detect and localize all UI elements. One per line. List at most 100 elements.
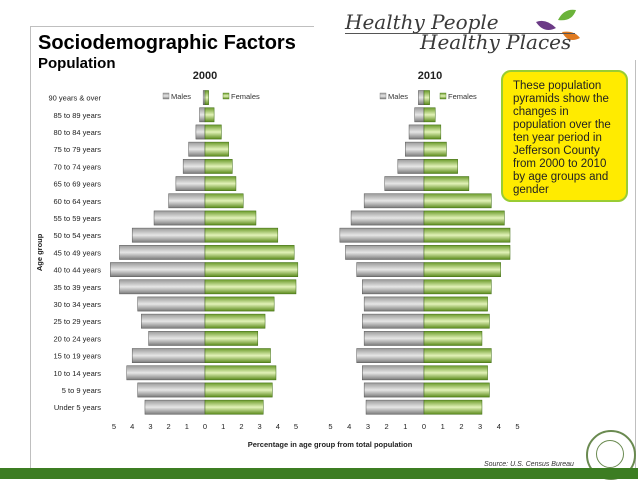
category-label: 30 to 34 years (53, 300, 101, 309)
bar-male (175, 176, 206, 191)
bar-female (204, 399, 264, 415)
bar-male (356, 262, 425, 277)
panel-title: 2000 (193, 70, 217, 82)
x-tick-label: 3 (258, 422, 262, 431)
bar-female (204, 90, 209, 105)
legend-label-males: Males (171, 92, 191, 101)
bar-male (137, 382, 206, 398)
category-label: 65 to 69 years (53, 180, 101, 189)
bar-female (204, 365, 277, 381)
bar-female (423, 124, 442, 140)
category-label: 55 to 59 years (53, 214, 101, 223)
bar-male (182, 159, 206, 174)
bar-male (168, 193, 206, 209)
bar-female (423, 365, 488, 381)
category-label: 50 to 54 years (53, 231, 101, 240)
bar-male (144, 399, 206, 415)
category-label: 60 to 64 years (53, 197, 101, 206)
bar-male (418, 90, 425, 105)
category-label: 15 to 19 years (53, 352, 101, 361)
x-tick-label: 2 (385, 422, 389, 431)
bar-male (141, 313, 206, 329)
bar-female (423, 90, 430, 105)
category-label: 75 to 79 years (53, 145, 101, 154)
bar-female (423, 141, 447, 157)
x-tick-label: 1 (403, 422, 407, 431)
legend-label-females: Females (448, 92, 477, 101)
category-label: 25 to 29 years (53, 317, 101, 326)
x-tick-label: 3 (478, 422, 482, 431)
bar-female (204, 107, 215, 123)
bar-male (356, 348, 425, 363)
bar-female (423, 331, 483, 346)
bar-male (362, 313, 425, 329)
x-tick-label: 0 (422, 422, 426, 431)
bar-female (204, 141, 229, 157)
x-tick-label: 4 (276, 422, 280, 431)
x-tick-label: 2 (459, 422, 463, 431)
bar-male (131, 348, 206, 363)
bar-female (204, 348, 271, 363)
legend-swatch-females (222, 92, 230, 100)
source-note: Source: U.S. Census Bureau (484, 461, 574, 468)
bar-female (204, 124, 222, 140)
category-label: 35 to 39 years (53, 283, 101, 292)
bar-female (204, 176, 237, 191)
category-label: 90 years & over (48, 94, 101, 103)
bar-male (339, 227, 425, 243)
x-tick-label: 5 (515, 422, 519, 431)
bar-male (153, 210, 206, 226)
legend-swatch-males (162, 92, 170, 100)
logo-line2: Healthy Places (420, 30, 572, 54)
bar-male (363, 382, 425, 398)
x-tick-label: 5 (328, 422, 332, 431)
slide-subtitle: Population (38, 55, 116, 72)
bar-female (423, 159, 458, 174)
x-tick-label: 2 (167, 422, 171, 431)
category-label: 80 to 84 years (53, 128, 101, 137)
panel-title: 2010 (418, 70, 442, 82)
bar-male (202, 90, 206, 105)
legend-label-females: Females (231, 92, 260, 101)
bar-female (204, 262, 299, 277)
x-tick-label: 4 (130, 422, 134, 431)
bar-male (363, 296, 425, 312)
bar-male (414, 107, 425, 123)
bar-female (423, 348, 492, 363)
bar-male (119, 279, 206, 295)
bar-male (365, 399, 425, 415)
bar-female (423, 245, 511, 260)
x-tick-label: 1 (221, 422, 225, 431)
bar-female (423, 279, 492, 295)
bar-female (423, 176, 470, 191)
x-tick-label: 1 (441, 422, 445, 431)
bar-female (204, 159, 233, 174)
bar-male (195, 124, 206, 140)
bar-male (362, 365, 425, 381)
bar-female (423, 210, 505, 226)
category-label: 20 to 24 years (53, 334, 101, 343)
bar-female (423, 262, 501, 277)
bar-male (397, 159, 425, 174)
x-tick-label: 0 (203, 422, 207, 431)
bar-male (137, 296, 206, 312)
bar-male (131, 227, 206, 243)
x-tick-label: 4 (497, 422, 501, 431)
bar-male (362, 279, 425, 295)
bar-male (363, 331, 425, 346)
x-tick-label: 4 (347, 422, 351, 431)
bar-female (423, 193, 492, 209)
bar-female (204, 296, 275, 312)
bar-male (199, 107, 206, 123)
y-axis-label: Age group (35, 233, 44, 271)
legend-swatch-females (439, 92, 447, 100)
category-label: 70 to 74 years (53, 162, 101, 171)
bar-male (188, 141, 206, 157)
bar-male (384, 176, 425, 191)
bar-female (423, 313, 490, 329)
callout-note: These population pyramids show the chang… (501, 70, 628, 202)
category-label: Under 5 years (54, 403, 101, 412)
x-tick-label: 1 (185, 422, 189, 431)
